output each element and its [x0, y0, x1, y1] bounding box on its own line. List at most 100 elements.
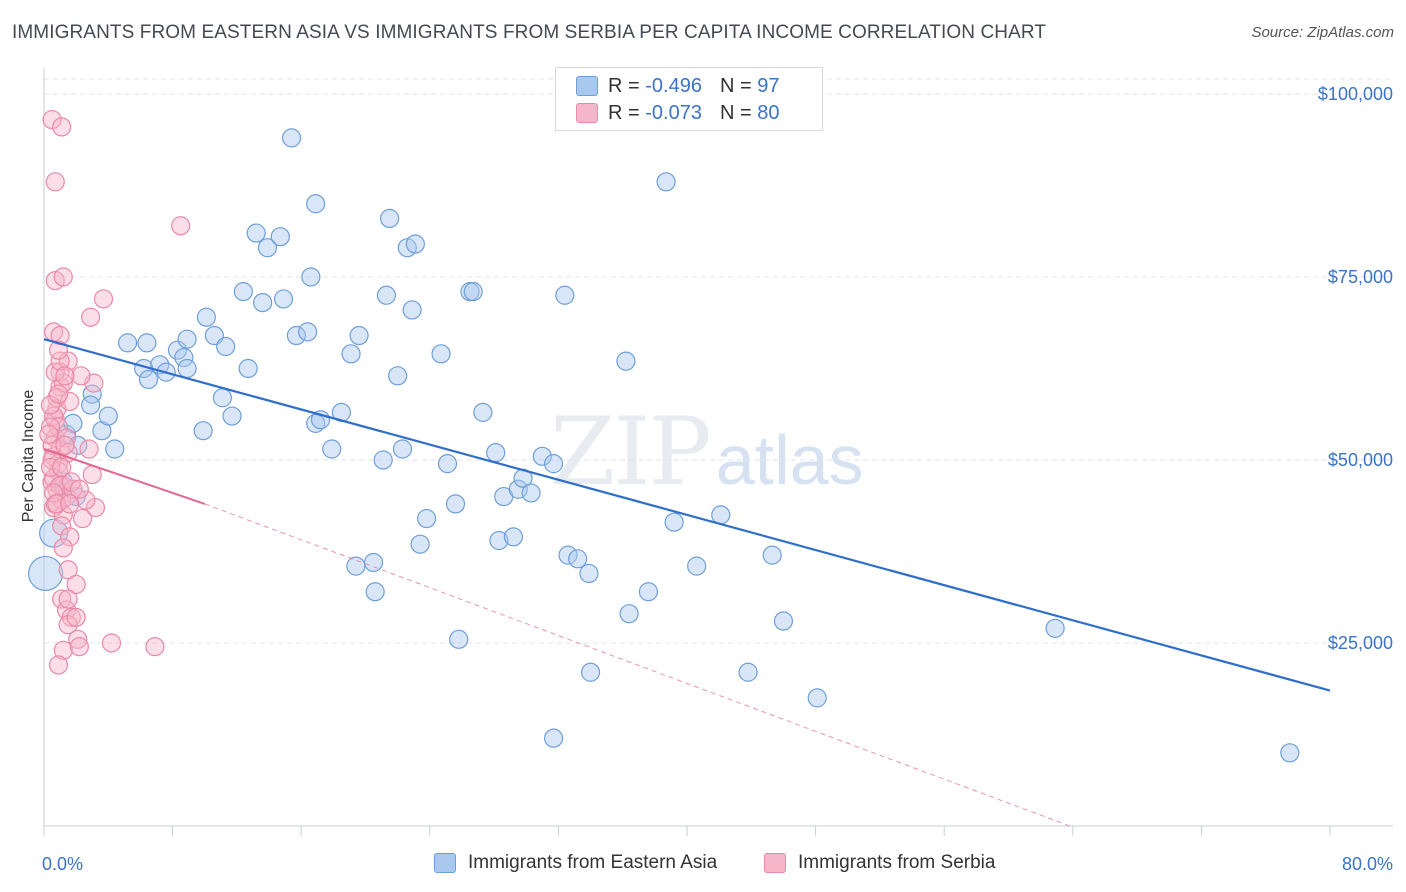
point-serbia — [52, 589, 72, 609]
point-eastern-asia — [286, 325, 306, 346]
point-eastern-asia — [762, 545, 782, 565]
trend-lines — [43, 338, 1331, 827]
point-serbia — [42, 109, 62, 130]
point-eastern-asia — [233, 282, 253, 302]
point-eastern-asia — [638, 582, 659, 602]
point-eastern-asia — [238, 358, 258, 379]
legend-label-serbia: Immigrants from Serbia — [798, 852, 996, 873]
point-serbia — [63, 479, 83, 499]
trend-line-serbia — [43, 448, 206, 505]
source-label: Source: ZipAtlas.com — [1251, 24, 1394, 41]
point-eastern-asia — [558, 545, 578, 565]
point-serbia — [66, 607, 86, 627]
point-eastern-asia — [341, 344, 361, 364]
point-eastern-asia — [137, 333, 157, 353]
point-eastern-asia — [222, 406, 242, 426]
point-eastern-asia — [555, 285, 575, 305]
point-eastern-asia — [416, 508, 437, 529]
y-tick-label: $50,000 — [1328, 450, 1393, 470]
point-eastern-asia — [281, 128, 302, 148]
point-serbia — [68, 629, 88, 649]
point-serbia — [45, 172, 65, 192]
point-serbia — [66, 574, 86, 595]
point-serbia — [55, 366, 75, 386]
point-serbia — [53, 267, 73, 287]
point-eastern-asia — [388, 366, 408, 386]
correlation-legend: R = -0.496 N = 97 R = -0.073 N = 80 — [555, 67, 823, 131]
point-serbia — [48, 655, 69, 675]
point-eastern-asia — [449, 629, 469, 649]
point-serbia — [145, 637, 165, 657]
point-eastern-asia — [437, 454, 458, 474]
point-eastern-asia — [216, 336, 236, 357]
point-serbia — [71, 366, 91, 386]
point-eastern-asia — [306, 194, 326, 214]
point-eastern-asia — [489, 530, 509, 551]
point-eastern-asia — [273, 289, 294, 309]
point-eastern-asia — [619, 604, 639, 624]
watermark-zip: ZIP — [550, 398, 712, 507]
point-eastern-asia — [738, 662, 758, 682]
point-eastern-asia — [473, 402, 493, 422]
point-eastern-asia — [270, 227, 290, 247]
point-eastern-asia — [773, 611, 794, 631]
point-serbia — [60, 527, 80, 547]
point-serbia — [58, 560, 78, 580]
point-serbia — [93, 289, 114, 309]
legend-n-label: N = — [719, 74, 752, 97]
point-eastern-asia — [373, 450, 393, 470]
point-serbia — [72, 508, 93, 529]
y-tick-label: $25,000 — [1328, 633, 1393, 653]
point-serbia — [40, 457, 61, 477]
point-eastern-asia — [349, 325, 369, 346]
point-eastern-asia — [365, 582, 385, 602]
point-eastern-asia — [167, 340, 188, 360]
point-eastern-asia — [196, 307, 216, 327]
x-tick-label-min: 0.0% — [42, 854, 83, 874]
point-eastern-asia — [445, 494, 466, 514]
legend-item-eastern-asia[interactable]: Immigrants from Eastern Asia — [434, 852, 717, 874]
point-eastern-asia — [246, 223, 266, 243]
point-eastern-asia — [580, 662, 601, 682]
point-eastern-asia — [105, 439, 125, 459]
axes — [43, 68, 1393, 836]
legend-item-serbia[interactable]: Immigrants from Serbia — [764, 852, 995, 874]
point-eastern-asia — [532, 446, 552, 466]
point-eastern-asia — [616, 351, 636, 371]
point-eastern-asia — [503, 527, 523, 547]
point-serbia — [58, 615, 78, 635]
axis-labels: $25,000 $50,000 $75,000 $100,000 0.0% 80.0% Pe… — [20, 84, 1393, 874]
legend-row-serbia: R = -0.073 N = 80 — [576, 100, 779, 126]
point-eastern-asia — [346, 556, 366, 576]
legend-row-eastern-asia: R = -0.496 N = 97 — [576, 73, 779, 99]
chart-title: IMMIGRANTS FROM EASTERN ASIA VS IMMIGRAN… — [12, 22, 1047, 43]
point-eastern-asia — [1280, 743, 1300, 763]
point-eastern-asia — [521, 483, 541, 503]
point-serbia — [48, 417, 69, 437]
legend-swatch-blue — [434, 853, 456, 873]
point-eastern-asia — [463, 282, 483, 302]
point-eastern-asia — [212, 388, 233, 408]
x-tick-label-max: 80.0% — [1342, 854, 1393, 874]
point-serbia — [85, 497, 106, 518]
point-serbia — [48, 384, 69, 404]
point-serbia — [53, 538, 73, 558]
point-eastern-asia — [117, 333, 138, 353]
point-eastern-asia — [568, 549, 588, 569]
point-eastern-asia — [174, 347, 194, 368]
point-eastern-asia — [28, 555, 64, 592]
point-serbia — [76, 490, 96, 510]
point-eastern-asia — [301, 267, 321, 287]
point-serbia — [52, 117, 72, 137]
point-eastern-asia — [363, 552, 384, 573]
point-serbia — [69, 637, 89, 657]
point-serbia — [45, 362, 65, 382]
point-serbia — [69, 479, 89, 499]
point-serbia — [52, 516, 72, 536]
point-serbia — [60, 494, 80, 514]
point-eastern-asia — [376, 285, 396, 305]
point-eastern-asia — [98, 406, 118, 426]
point-eastern-asia — [380, 208, 400, 229]
point-serbia — [52, 457, 72, 477]
point-eastern-asia — [81, 395, 101, 415]
